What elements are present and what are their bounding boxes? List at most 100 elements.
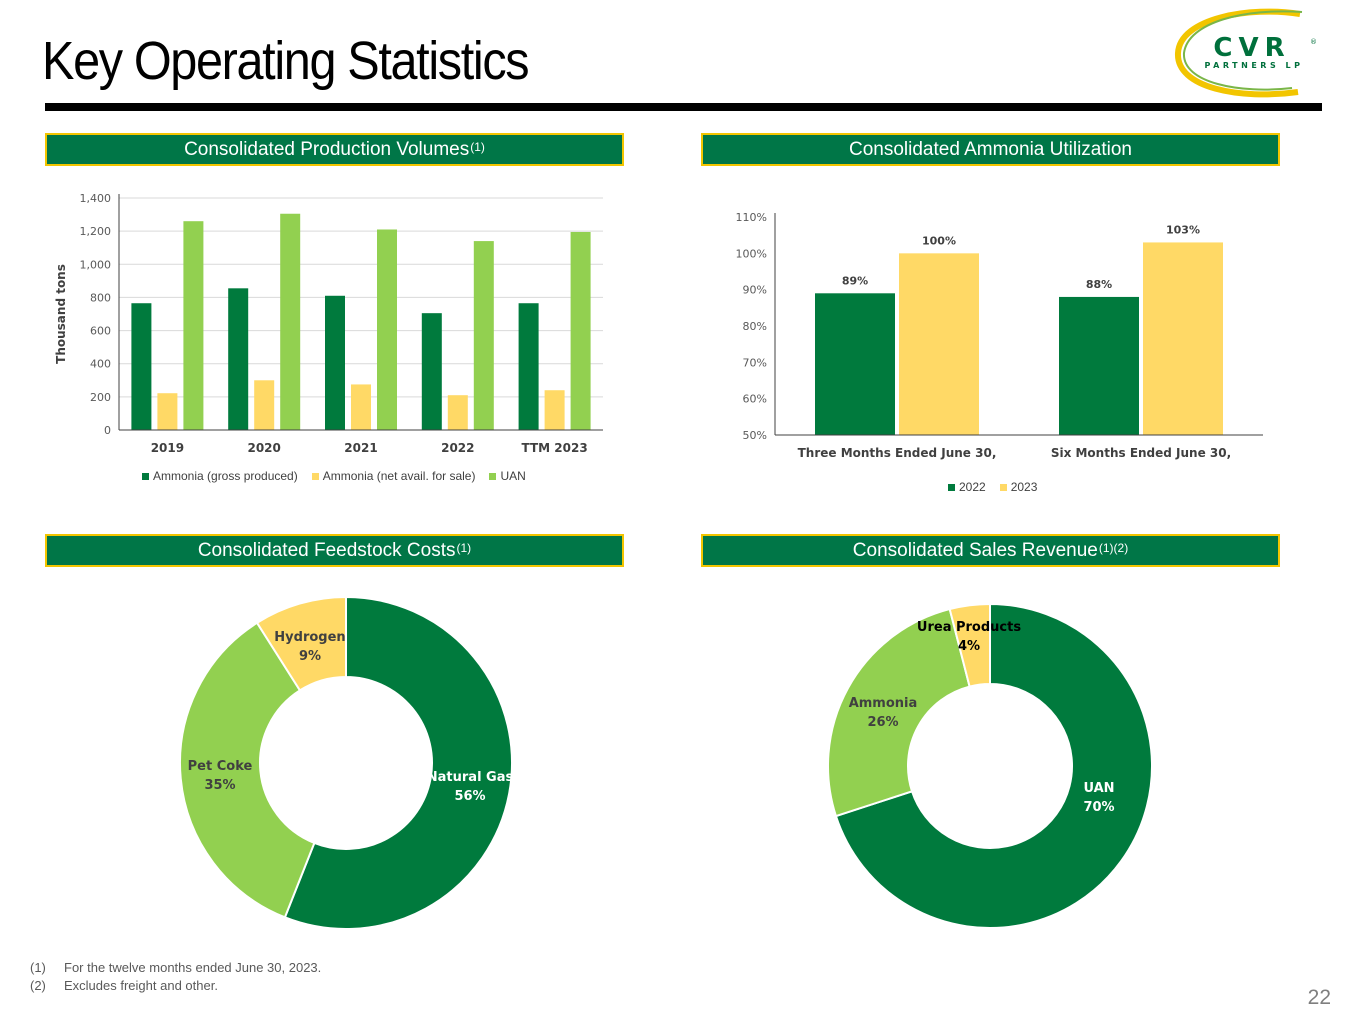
- production-panel-header: Consolidated Production Volumes (1): [45, 133, 624, 166]
- footnote-1-text: For the twelve months ended June 30, 202…: [64, 960, 322, 975]
- feedstock-costs-donut: Natural Gas 56% Pet Coke 35% Hydrogen 9%: [179, 595, 514, 930]
- bar-ammonia-net-avail-for-sale-2019: [157, 393, 178, 430]
- cvr-partners-logo: CVR ® PARTNERS LP: [1174, 8, 1317, 98]
- production-panel-note: (1): [470, 139, 485, 154]
- y-tick-label: 0: [104, 424, 111, 437]
- production-legend-label: Ammonia (net avail. for sale): [322, 469, 476, 483]
- slice-label-hydrogen: Hydrogen: [274, 630, 345, 645]
- page-title: Key Operating Statistics: [42, 31, 530, 91]
- slice-pet-coke: [179, 621, 316, 919]
- bar-ammonia-net-avail-for-sale-2021: [351, 384, 371, 430]
- y-tick-label: 1,400: [80, 192, 112, 205]
- feedstock-panel-title: Consolidated Feedstock Costs: [197, 539, 456, 561]
- sales-revenue-donut: UAN 70% Ammonia 26% Urea Products 4%: [827, 602, 1153, 929]
- y-tick-label: 110%: [736, 211, 767, 224]
- slice-value-natural-gas: 56%: [454, 789, 485, 804]
- footnote-2: (2) Excludes freight and other.: [30, 978, 218, 993]
- bar-ammonia-net-avail-for-sale-2020: [254, 380, 275, 430]
- y-axis-label: Thousand tons: [54, 264, 68, 364]
- logo-registered: ®: [1310, 38, 1317, 46]
- y-tick-label: 50%: [743, 429, 767, 442]
- bar-uan-2020: [280, 213, 301, 430]
- slice-value-pet-coke: 35%: [204, 778, 235, 793]
- production-volumes-chart: Thousand tons 0 200 400 600 800 1,000 1,200 1,40…: [54, 192, 603, 455]
- production-legend-swatch: [311, 472, 319, 480]
- footnote-2-text: Excludes freight and other.: [64, 978, 218, 993]
- bar-ammonia-gross-produced-2020: [228, 288, 249, 430]
- utilization-legend-label: 2022: [959, 480, 986, 494]
- slice-value-ammonia: 26%: [867, 715, 898, 730]
- y-tick-label: 60%: [743, 393, 767, 406]
- slice-natural-gas: [283, 595, 513, 930]
- slice-urea-products: [948, 602, 991, 688]
- slice-value-hydrogen: 9%: [299, 649, 321, 664]
- slice-label-urea-products: Urea Products: [917, 620, 1021, 635]
- bar-ammonia-gross-produced-2021: [325, 295, 345, 430]
- ammonia-util-panel-title: Consolidated Ammonia Utilization: [848, 138, 1133, 160]
- slice-uan: [834, 602, 1153, 929]
- bar-ammonia-net-avail-for-sale-2022: [447, 395, 468, 430]
- y-tick-label: 100%: [736, 247, 767, 260]
- logo-sub: PARTNERS LP: [1205, 61, 1304, 70]
- slice-ammonia: [827, 607, 971, 818]
- x-tick-label: 2021: [344, 441, 377, 455]
- ammonia-utilization-chart: 50% 60% 70% 80% 90% 100% 110% 89% 100% Three Mont…: [736, 211, 1263, 460]
- production-legend-item-uan: UAN: [489, 469, 526, 483]
- x-tick-label: TTM 2023: [522, 441, 588, 455]
- utilization-legend-swatch: [999, 483, 1007, 491]
- x-tick-label: 2022: [441, 441, 474, 455]
- title-divider: [45, 103, 1322, 111]
- production-legend-item-ammonia-net-avail-for-sale: Ammonia (net avail. for sale): [311, 469, 476, 483]
- y-tick-label: 1,000: [80, 258, 112, 271]
- x-tick-label: 2019: [151, 441, 184, 455]
- feedstock-panel-header: Consolidated Feedstock Costs (1): [45, 534, 624, 567]
- y-tick-label: 1,200: [80, 225, 112, 238]
- bar-2023-six-months-ended-june-30: [1143, 242, 1223, 435]
- production-legend-label: Ammonia (gross produced): [153, 469, 298, 483]
- data-label: 103%: [1166, 223, 1200, 236]
- utilization-legend-item-2023: 2023: [999, 480, 1038, 494]
- x-tick-label: Three Months Ended June 30,: [798, 446, 997, 460]
- y-tick-label: 400: [90, 358, 111, 371]
- y-tick-label: 600: [90, 325, 111, 338]
- bar-uan-ttm-2023: [570, 231, 591, 430]
- production-legend-label: UAN: [500, 469, 526, 483]
- data-label: 88%: [1086, 278, 1112, 291]
- production-legend-swatch: [142, 472, 149, 480]
- sales-panel-header: Consolidated Sales Revenue (1)(2): [701, 534, 1280, 567]
- feedstock-panel-note: (1): [456, 540, 472, 555]
- x-tick-label: Six Months Ended June 30,: [1051, 446, 1231, 460]
- utilization-legend-label: 2023: [1010, 480, 1038, 494]
- y-tick-label: 200: [90, 391, 111, 404]
- slice-label-pet-coke: Pet Coke: [188, 759, 253, 774]
- production-legend: Ammonia (gross produced) Ammonia (net ava…: [142, 469, 526, 483]
- bar-ammonia-gross-produced-2019: [131, 303, 152, 430]
- page-number: 22: [1307, 986, 1331, 1009]
- utilization-legend-item-2022: 2022: [948, 480, 986, 494]
- production-legend-item-ammonia-gross-produced: Ammonia (gross produced): [142, 469, 298, 483]
- slice-label-uan: UAN: [1083, 781, 1114, 796]
- footnote-2-mark: (2): [30, 978, 46, 993]
- bar-uan-2022: [473, 241, 494, 430]
- slice-label-ammonia: Ammonia: [849, 696, 918, 711]
- bar-2023-three-months-ended-june-30: [899, 253, 979, 435]
- production-legend-swatch: [489, 472, 497, 480]
- slice-hydrogen: [255, 595, 347, 692]
- x-tick-label: 2020: [247, 441, 280, 455]
- bar-ammonia-gross-produced-2022: [421, 313, 442, 430]
- ammonia-util-panel-header: Consolidated Ammonia Utilization: [701, 133, 1280, 166]
- y-tick-label: 80%: [743, 320, 767, 333]
- bar-uan-2021: [377, 229, 397, 430]
- y-tick-label: 90%: [743, 284, 767, 297]
- slice-label-natural-gas: Natural Gas: [427, 770, 514, 785]
- footnote-1-mark: (1): [30, 960, 46, 975]
- y-tick-label: 70%: [743, 356, 767, 369]
- slice-value-urea-products: 4%: [958, 639, 980, 654]
- data-label: 100%: [922, 234, 956, 247]
- data-label: 89%: [842, 274, 868, 287]
- ammonia-utilization-legend: 2022 2023: [948, 480, 1037, 494]
- slice-value-uan: 70%: [1083, 800, 1114, 815]
- bar-2022-six-months-ended-june-30: [1059, 296, 1139, 435]
- footnote-1: (1) For the twelve months ended June 30,…: [30, 960, 321, 975]
- bar-uan-2019: [183, 221, 204, 430]
